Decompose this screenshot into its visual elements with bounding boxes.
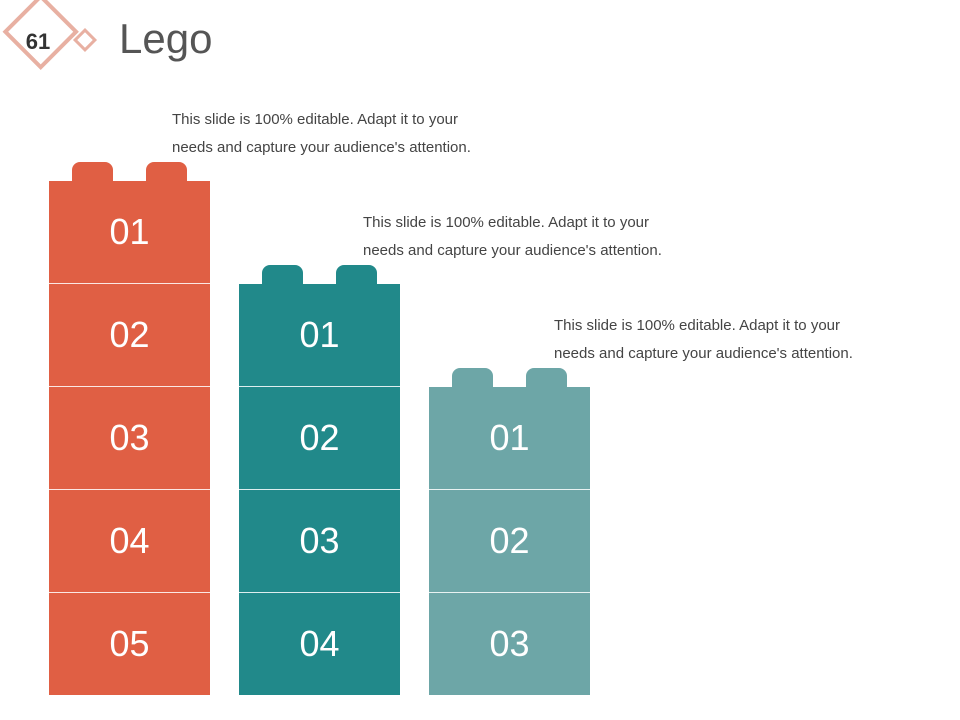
brick-body: 01 02 03 04: [239, 284, 400, 695]
slide-number-badge: 61: [0, 0, 110, 90]
brick-stud: [72, 162, 113, 182]
brick-segment: 03: [49, 387, 210, 490]
brick-2-description: This slide is 100% editable. Adapt it to…: [363, 214, 662, 259]
brick-segment: 04: [49, 490, 210, 593]
brick-segment: 03: [489, 623, 530, 664]
brick-segment: 01: [239, 284, 400, 387]
brick-segment: 01: [429, 387, 590, 490]
brick-segment: 01: [49, 181, 210, 284]
page-title: Lego: [119, 15, 213, 62]
brick-segment: 05: [109, 623, 150, 664]
brick-stud: [336, 265, 377, 285]
brick-stud: [452, 368, 493, 388]
brick-segment: 02: [49, 284, 210, 387]
brick-3-description: This slide is 100% editable. Adapt it to…: [554, 317, 853, 362]
brick-segment: 02: [429, 490, 590, 593]
slide-number: 61: [25, 29, 51, 54]
brick-segment: 03: [239, 490, 400, 593]
brick-1-description: This slide is 100% editable. Adapt it to…: [172, 111, 471, 156]
brick-body: 01 02 03: [429, 387, 590, 695]
brick-stud: [526, 368, 567, 388]
brick-body: 01 02 03 04 05: [49, 181, 210, 695]
brick-segment: 04: [299, 623, 340, 664]
diamond-badge-icon: [2, 0, 98, 70]
brick-stud: [146, 162, 187, 182]
brick-segment: 02: [239, 387, 400, 490]
brick-stud: [262, 265, 303, 285]
